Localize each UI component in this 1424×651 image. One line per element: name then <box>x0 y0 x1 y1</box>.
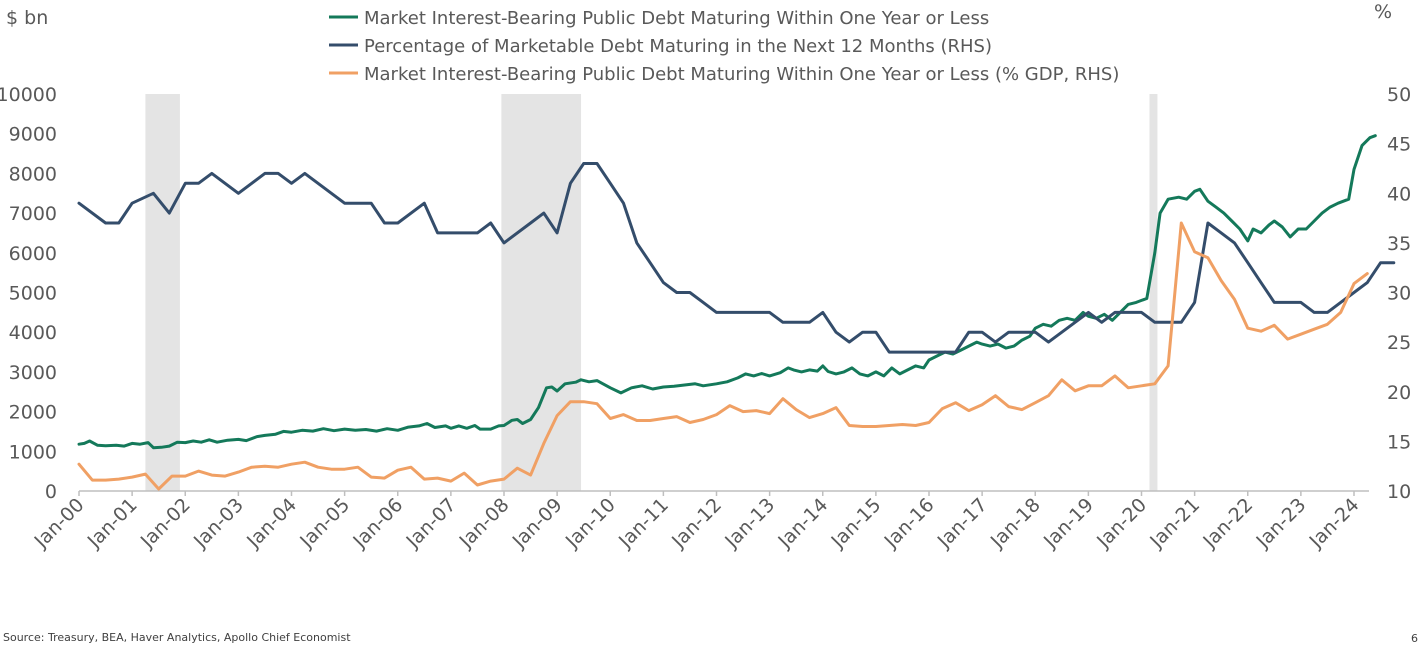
left-tick-label: 9000 <box>9 124 57 146</box>
x-tick-label: Jan-20 <box>1092 494 1151 553</box>
page-number: 6 <box>1411 632 1418 645</box>
right-tick-label: 10 <box>1387 481 1411 503</box>
x-tick-label: Jan-01 <box>83 494 142 553</box>
x-tick-label: Jan-04 <box>242 494 301 553</box>
x-tick-label: Jan-10 <box>561 494 620 553</box>
x-tick-label: Jan-08 <box>455 494 514 553</box>
right-tick-label: 45 <box>1387 134 1411 156</box>
x-tick-label: Jan-02 <box>136 494 195 553</box>
left-tick-label: 6000 <box>9 243 57 265</box>
recession-band-3 <box>1149 94 1158 491</box>
source-note: Source: Treasury, BEA, Haver Analytics, … <box>3 631 351 644</box>
x-tick-label: Jan-23 <box>1251 494 1310 553</box>
legend-entry-pct-gdp: Market Interest-Bearing Public Debt Matu… <box>329 64 1119 85</box>
x-tick-label: Jan-05 <box>295 494 354 553</box>
left-tick-label: 0 <box>45 481 57 503</box>
recession-band-2 <box>501 94 582 491</box>
left-tick-label: 8000 <box>9 163 57 185</box>
right-tick-label: 25 <box>1387 332 1411 354</box>
legend-entry-debt-maturing: Market Interest-Bearing Public Debt Matu… <box>329 8 989 29</box>
x-tick-label: Jan-22 <box>1198 494 1257 553</box>
x-tick-label: Jan-19 <box>1039 494 1098 553</box>
recession-band-1 <box>145 94 180 491</box>
x-tick-label: Jan-03 <box>189 494 248 553</box>
recession-shading <box>145 94 1158 491</box>
left-tick-label: 2000 <box>9 402 57 424</box>
left-tick-label: 10000 <box>0 84 57 106</box>
legend-label-pct-gdp: Market Interest-Bearing Public Debt Matu… <box>364 64 1119 85</box>
right-tick-label: 40 <box>1387 183 1411 205</box>
x-tick-label: Jan-16 <box>880 494 939 553</box>
series-line-debt-maturing <box>77 134 1377 450</box>
right-tick-label: 30 <box>1387 283 1411 305</box>
x-tick-label: Jan-12 <box>667 494 726 553</box>
x-tick-label: Jan-14 <box>773 494 832 553</box>
x-axis-ticks: Jan-00Jan-01Jan-02Jan-03Jan-04Jan-05Jan-… <box>30 491 1364 553</box>
left-tick-label: 3000 <box>9 362 57 384</box>
legend-label-pct-marketable: Percentage of Marketable Debt Maturing i… <box>364 36 992 57</box>
series-line-pct-gdp <box>77 221 1369 491</box>
left-tick-label: 7000 <box>9 203 57 225</box>
left-tick-label: 1000 <box>9 441 57 463</box>
x-tick-label: Jan-06 <box>348 494 407 553</box>
x-tick-label: Jan-24 <box>1305 494 1364 553</box>
x-tick-label: Jan-07 <box>401 494 460 553</box>
right-tick-label: 15 <box>1387 431 1411 453</box>
x-tick-label: Jan-18 <box>986 494 1045 553</box>
x-tick-label: Jan-11 <box>614 494 673 553</box>
right-tick-label: 50 <box>1387 84 1411 106</box>
legend: Market Interest-Bearing Public Debt Matu… <box>329 8 1119 85</box>
left-tick-label: 5000 <box>9 283 57 305</box>
legend-entry-pct-marketable: Percentage of Marketable Debt Maturing i… <box>329 36 992 57</box>
left-axis-unit: $ bn <box>6 7 48 29</box>
x-tick-label: Jan-15 <box>826 494 885 553</box>
x-tick-label: Jan-21 <box>1145 494 1204 553</box>
x-tick-label: Jan-17 <box>933 494 992 553</box>
right-axis-ticks: 10 15 20 25 30 35 40 45 50 <box>1387 84 1411 503</box>
x-tick-label: Jan-09 <box>508 494 567 553</box>
debt-maturity-chart: 0 1000 2000 3000 4000 5000 6000 7000 8000 9000 100… <box>0 1 1411 553</box>
x-tick-label: Jan-13 <box>720 494 779 553</box>
right-tick-label: 20 <box>1387 382 1411 404</box>
left-tick-label: 4000 <box>9 322 57 344</box>
legend-label-debt-maturing: Market Interest-Bearing Public Debt Matu… <box>364 8 989 29</box>
right-axis-unit: % <box>1374 1 1392 23</box>
series-line-pct-marketable <box>77 162 1396 354</box>
left-axis-ticks: 0 1000 2000 3000 4000 5000 6000 7000 8000 9000 100… <box>0 84 57 503</box>
right-tick-label: 35 <box>1387 233 1411 255</box>
series-lines <box>77 134 1396 491</box>
x-tick-label: Jan-00 <box>30 494 89 553</box>
